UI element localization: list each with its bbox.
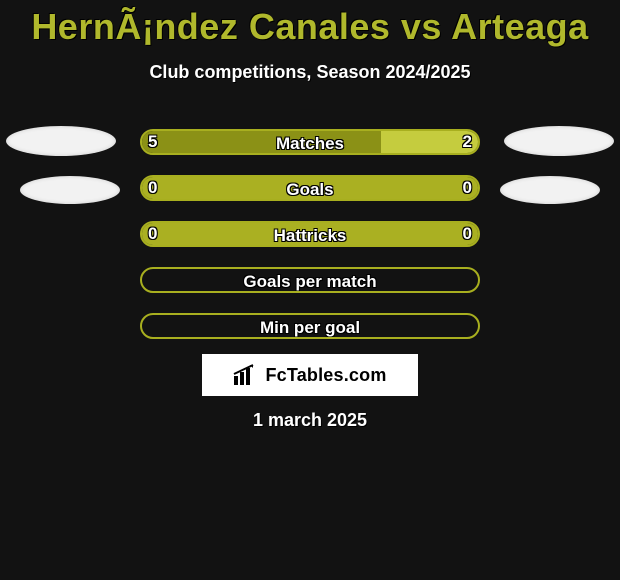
bar-track: Min per goal <box>140 313 480 339</box>
page-title: HernÃ¡ndez Canales vs Arteaga <box>0 0 620 48</box>
stat-row: Goals per match <box>0 258 620 304</box>
avatar-left-row1 <box>6 126 116 156</box>
bar-track: Goals per match <box>140 267 480 293</box>
branding-badge: FcTables.com <box>202 354 418 396</box>
bar-neutral-fill <box>142 223 480 247</box>
bar-track: Matches <box>140 129 480 155</box>
bar-left-fill <box>142 131 385 155</box>
branding-text: FcTables.com <box>265 365 386 386</box>
branding-icon <box>233 364 259 386</box>
bar-neutral-fill <box>142 177 480 201</box>
avatar-left-row2 <box>20 176 120 204</box>
stat-row: Hattricks00 <box>0 212 620 258</box>
stat-rows: Matches52Goals00Hattricks00Goals per mat… <box>0 120 620 350</box>
bar-right-fill <box>381 131 478 155</box>
date-text: 1 march 2025 <box>0 410 620 431</box>
avatar-right-row1 <box>504 126 614 156</box>
avatar-right-row2 <box>500 176 600 204</box>
stat-row: Min per goal <box>0 304 620 350</box>
bar-track: Goals <box>140 175 480 201</box>
bar-label: Goals per match <box>142 269 478 293</box>
bar-label: Min per goal <box>142 315 478 339</box>
bar-track: Hattricks <box>140 221 480 247</box>
stage: HernÃ¡ndez Canales vs Arteaga Club compe… <box>0 0 620 580</box>
subtitle: Club competitions, Season 2024/2025 <box>0 62 620 83</box>
